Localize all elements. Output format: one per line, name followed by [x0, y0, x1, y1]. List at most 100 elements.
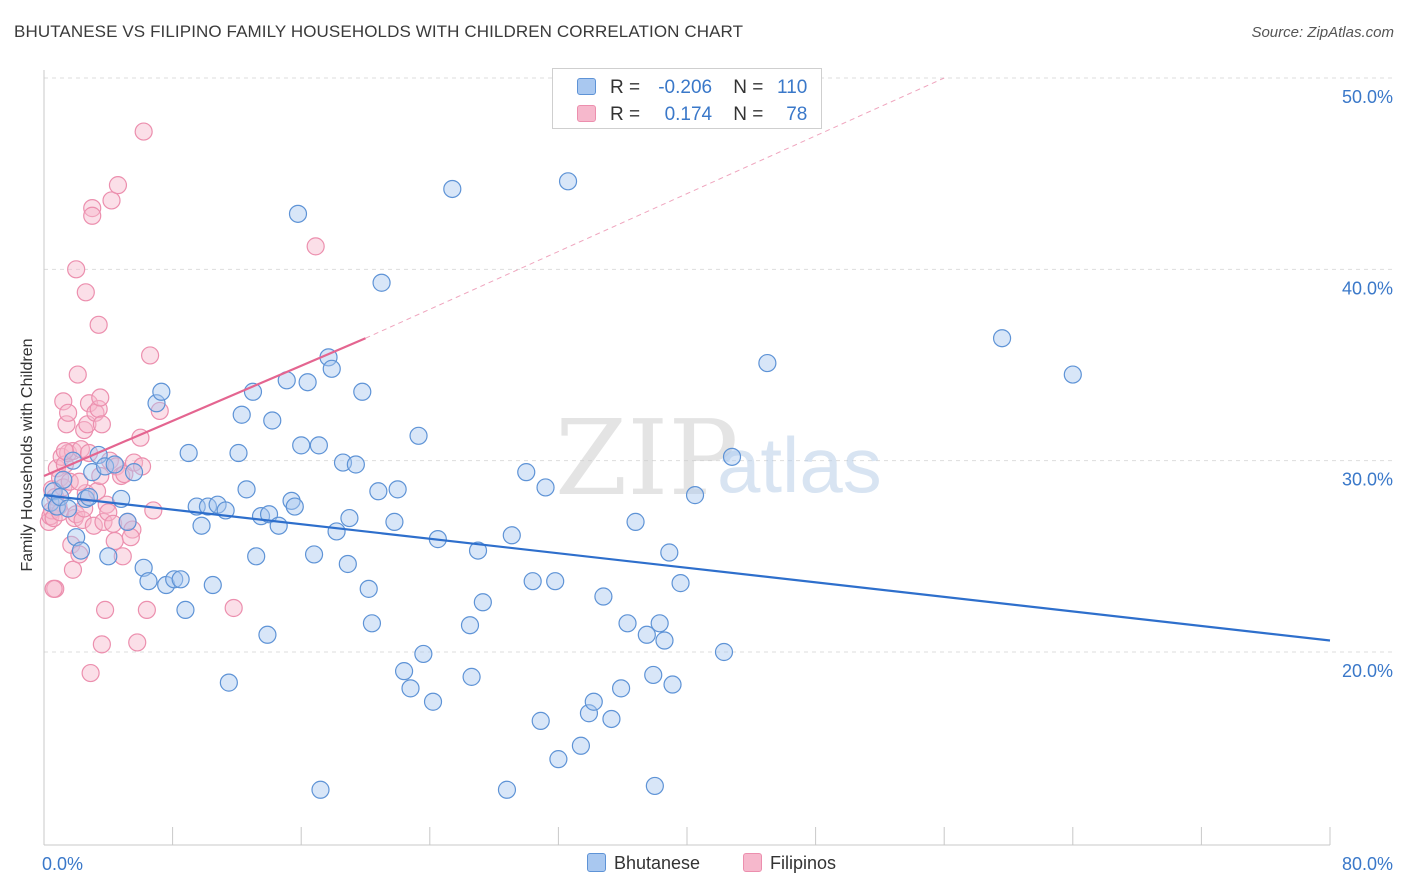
- legend-n-value: 110: [777, 77, 808, 98]
- bhutanese-point: [618, 614, 637, 633]
- bhutanese-point: [340, 508, 359, 528]
- bhutanese-point: [105, 455, 124, 474]
- bottom-legend-bhutanese-label: Bhutanese: [614, 853, 701, 873]
- filipinos-swatch: [577, 105, 596, 122]
- filipinos-point: [99, 503, 118, 522]
- bottom-legend-filipinos[interactable]: Filipinos: [743, 853, 836, 874]
- bhutanese-point: [549, 750, 568, 769]
- bhutanese-point: [685, 486, 705, 505]
- bhutanese-point: [176, 600, 195, 620]
- filipinos-point: [60, 472, 79, 491]
- bhutanese-point: [502, 526, 521, 545]
- filipinos-point: [67, 260, 86, 279]
- filipinos-point: [134, 122, 153, 141]
- bhutanese-point: [611, 679, 631, 698]
- axes: [43, 70, 1331, 846]
- filipinos-swatch: [743, 853, 762, 872]
- bhutanese-point: [663, 675, 682, 694]
- filipinos-point: [306, 237, 325, 256]
- bhutanese-point: [359, 579, 378, 598]
- filipinos-point: [63, 560, 83, 579]
- filipinos-point: [84, 516, 103, 535]
- bhutanese-point: [134, 558, 153, 577]
- bhutanese-point: [714, 642, 734, 662]
- legend-r-label: R =: [610, 77, 641, 98]
- bhutanese-point: [179, 443, 198, 463]
- bhutanese-point: [523, 572, 542, 591]
- filipinos-point: [89, 315, 108, 334]
- filipinos-point: [70, 472, 89, 491]
- bhutanese-point: [311, 780, 330, 799]
- bhutanese-point: [602, 709, 621, 729]
- source-credit: Source: ZipAtlas.com: [1251, 24, 1394, 41]
- tick-labels: 20.0% 30.0% 40.0% 50.0% 0.0% 80.0%: [42, 87, 1393, 874]
- filipinos-points: [39, 122, 325, 683]
- bhutanese-point: [229, 443, 248, 463]
- legend-r-value: 0.174: [664, 104, 713, 125]
- bhutanese-point: [401, 679, 420, 698]
- bhutanese-point: [594, 587, 613, 606]
- filipinos-trend-extension: [365, 77, 945, 339]
- bhutanese-point: [758, 353, 777, 373]
- bhutanese-point: [644, 665, 663, 685]
- filipinos-point: [44, 579, 63, 598]
- bhutanese-point: [1063, 365, 1082, 384]
- filipinos-point: [224, 598, 243, 618]
- bhutanese-point: [285, 497, 304, 516]
- bottom-legend-bhutanese[interactable]: Bhutanese: [587, 853, 700, 874]
- correlation-legend: R = -0.206 N = 110 R = 0.174 N = 78: [552, 68, 822, 129]
- watermark-zip: ZIP: [555, 397, 738, 519]
- bhutanese-point: [388, 480, 407, 499]
- filipinos-point: [144, 501, 163, 520]
- bhutanese-point: [409, 426, 428, 445]
- bhutanese-point: [71, 541, 91, 560]
- filipinos-point: [95, 600, 115, 620]
- bhutanese-point: [660, 543, 679, 562]
- x-tick-label: 80.0%: [1342, 854, 1393, 874]
- filipinos-point: [92, 635, 111, 654]
- y-tick-label: 50.0%: [1342, 87, 1393, 107]
- legend-n-label: N =: [733, 104, 764, 125]
- bhutanese-point: [462, 667, 481, 686]
- bhutanese-point: [54, 470, 73, 489]
- watermark: ZIP atlas: [555, 397, 882, 519]
- bhutanese-point: [327, 522, 346, 541]
- bhutanese-point: [468, 541, 488, 560]
- filipinos-point: [140, 346, 160, 365]
- bhutanese-point: [517, 463, 536, 482]
- bhutanese-point: [147, 394, 166, 413]
- filipinos-point: [108, 176, 128, 195]
- bhutanese-point: [247, 547, 266, 566]
- bhutanese-point: [282, 491, 301, 510]
- bhutanese-point: [298, 373, 317, 392]
- gridlines: [44, 77, 1393, 653]
- bhutanese-point: [338, 554, 357, 574]
- filipinos-point: [89, 399, 108, 419]
- bhutanese-point: [124, 463, 144, 482]
- bhutanese-trend-line: [43, 494, 1331, 642]
- bhutanese-point: [346, 455, 365, 474]
- filipinos-point: [79, 394, 99, 413]
- filipinos-point: [83, 206, 102, 225]
- bhutanese-point: [536, 478, 555, 497]
- bhutanese-points: [41, 172, 1082, 799]
- bhutanese-point: [139, 572, 158, 591]
- filipinos-point: [54, 392, 73, 411]
- y-tick-label: 30.0%: [1342, 470, 1393, 490]
- bhutanese-point: [171, 570, 190, 589]
- bhutanese-point: [531, 711, 550, 730]
- bhutanese-point: [269, 516, 288, 535]
- filipinos-point: [105, 531, 124, 551]
- bhutanese-point: [645, 776, 664, 796]
- bhutanese-point: [67, 528, 86, 547]
- x-tick-label: 0.0%: [42, 854, 83, 874]
- filipinos-point: [59, 403, 78, 422]
- bhutanese-point: [353, 382, 372, 401]
- filipinos-point: [137, 600, 156, 620]
- filipinos-point: [121, 528, 140, 547]
- bhutanese-point: [372, 273, 391, 292]
- bhutanese-point: [59, 499, 78, 518]
- bhutanese-point: [304, 545, 324, 564]
- chart-title: BHUTANESE VS FILIPINO FAMILY HOUSEHOLDS …: [14, 22, 744, 41]
- legend-n-value: 78: [786, 104, 808, 125]
